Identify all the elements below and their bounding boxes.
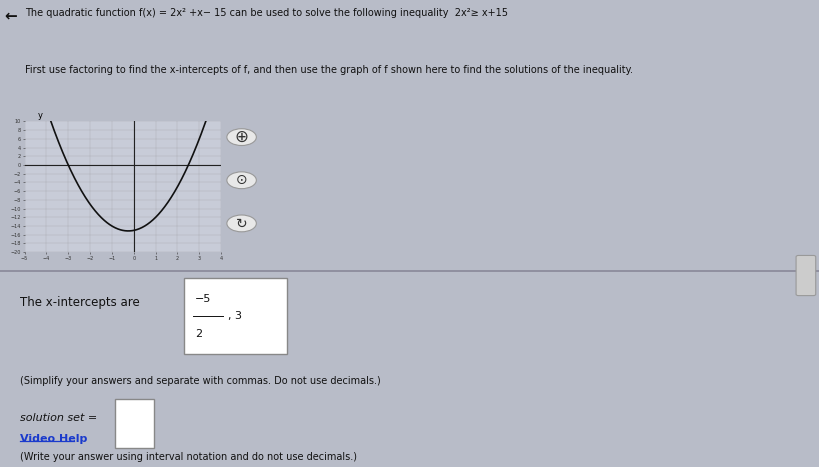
Text: ⊙: ⊙ <box>236 173 247 187</box>
Text: 2: 2 <box>195 329 202 339</box>
Text: ↻: ↻ <box>236 216 247 230</box>
Text: Video Help: Video Help <box>20 434 88 444</box>
FancyBboxPatch shape <box>184 278 287 354</box>
Text: −5: −5 <box>195 294 211 304</box>
Text: solution set =: solution set = <box>20 413 97 423</box>
Text: (Simplify your answers and separate with commas. Do not use decimals.): (Simplify your answers and separate with… <box>20 375 381 386</box>
Text: The quadratic function f(x) = 2x² +x− 15 can be used to solve the following ineq: The quadratic function f(x) = 2x² +x− 15… <box>25 8 508 18</box>
Text: (Write your answer using interval notation and do not use decimals.): (Write your answer using interval notati… <box>20 452 357 462</box>
FancyBboxPatch shape <box>115 399 154 448</box>
Text: , 3: , 3 <box>228 311 242 321</box>
Text: The x-intercepts are: The x-intercepts are <box>20 296 140 309</box>
Text: First use factoring to find the x-intercepts of f, and then use the graph of f s: First use factoring to find the x-interc… <box>25 65 632 75</box>
Text: ←: ← <box>4 8 17 23</box>
Text: ⊕: ⊕ <box>235 128 248 146</box>
Text: y: y <box>38 111 43 120</box>
